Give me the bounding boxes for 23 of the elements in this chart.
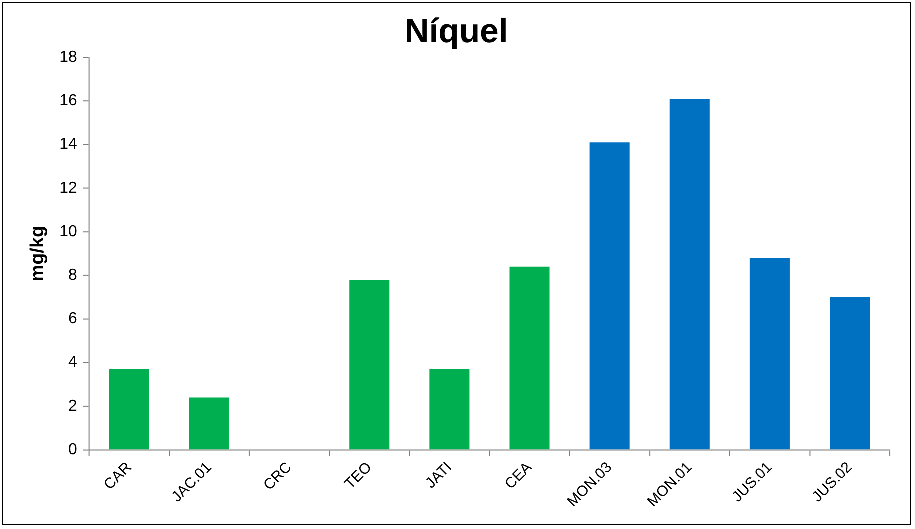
bar xyxy=(109,369,150,450)
y-tick-label: 16 xyxy=(60,92,78,110)
x-tick-label: CEA xyxy=(502,459,536,493)
bar xyxy=(430,369,470,450)
y-tick-label: 6 xyxy=(68,310,78,328)
y-tick-label: 4 xyxy=(68,354,78,372)
y-tick-label: 10 xyxy=(60,223,78,240)
chart-title: Níquel xyxy=(404,12,508,51)
bar xyxy=(350,280,390,450)
y-tick-label: 2 xyxy=(68,398,78,415)
bar xyxy=(510,266,550,450)
x-tick-label: TEO xyxy=(342,459,376,493)
y-axis-title: mg/kg xyxy=(28,226,49,282)
bar xyxy=(189,398,230,450)
y-tick-label: 18 xyxy=(60,48,78,66)
y-tick-label: 8 xyxy=(68,267,78,284)
bar xyxy=(670,99,710,450)
bar xyxy=(830,297,870,450)
bar xyxy=(750,258,790,450)
bar xyxy=(590,142,630,450)
y-tick-label: 0 xyxy=(68,441,78,458)
y-tick-label: 12 xyxy=(60,180,78,197)
y-tick-label: 14 xyxy=(60,136,78,154)
